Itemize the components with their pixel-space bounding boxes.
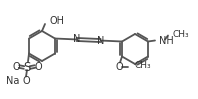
Text: Na: Na bbox=[6, 76, 19, 86]
Text: NH: NH bbox=[159, 36, 174, 46]
Text: O: O bbox=[34, 61, 42, 71]
Text: CH₃: CH₃ bbox=[134, 61, 151, 70]
Text: O: O bbox=[22, 76, 30, 86]
Text: S: S bbox=[23, 61, 31, 74]
Text: N: N bbox=[73, 34, 80, 44]
Text: O: O bbox=[115, 61, 123, 71]
Text: O: O bbox=[12, 61, 20, 71]
Text: CH₃: CH₃ bbox=[173, 30, 190, 39]
Text: OH: OH bbox=[49, 16, 64, 26]
Text: N: N bbox=[97, 36, 104, 46]
